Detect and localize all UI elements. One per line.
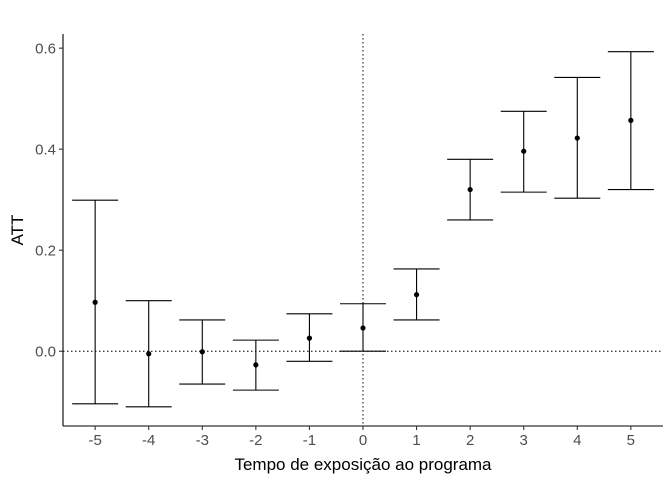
y-axis-title: ATT [8,215,27,246]
estimate-point [574,135,580,141]
x-axis-ticks: -5 -4 -3 -2 -1 0 1 2 3 4 5 [88,426,635,449]
x-tick-label: -4 [142,432,155,449]
estimate-point [253,362,259,368]
estimate-point [413,292,420,298]
estimate-point [306,335,313,341]
estimate-point [360,325,366,331]
x-tick-label: 1 [412,432,420,449]
x-axis-title: Tempo de exposição ao programa [234,455,492,474]
x-tick-label: 2 [466,432,474,449]
x-tick-label: -5 [88,432,101,449]
x-tick-label: 0 [359,432,367,449]
y-tick-label: 0.2 [35,243,56,260]
x-tick-label: 5 [627,432,635,449]
x-tick-label: -2 [249,432,262,449]
estimate-point [199,349,205,355]
reference-lines [63,34,663,426]
x-tick-label: 4 [573,432,581,449]
estimate-point [146,351,152,357]
y-tick-label: 0.0 [35,344,56,361]
x-tick-label: 3 [520,432,528,449]
x-tick-label: -1 [303,432,316,449]
estimate-point [92,299,98,305]
estimate-point [521,148,527,154]
x-tick-label: -3 [196,432,209,449]
y-axis-ticks: 0.0 0.2 0.4 0.6 [35,41,63,361]
estimate-point [628,117,634,123]
estimate-point [467,186,473,193]
error-bars [72,51,654,408]
y-tick-label: 0.6 [35,41,56,58]
estimate-points [92,117,634,368]
y-tick-label: 0.4 [35,142,56,159]
